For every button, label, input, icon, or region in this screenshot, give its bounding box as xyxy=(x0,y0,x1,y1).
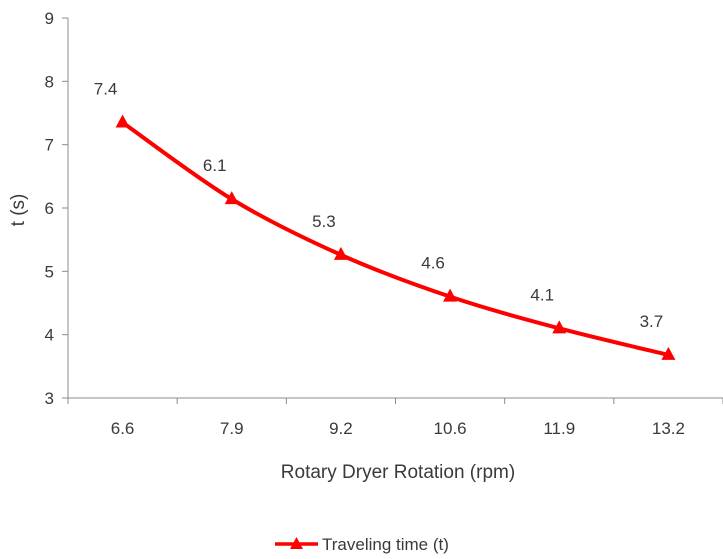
x-axis: 6.6 7.9 9.2 10.6 11.9 13.2 xyxy=(67,398,723,438)
x-tick-label: 11.9 xyxy=(543,419,575,438)
x-tick-label: 7.9 xyxy=(220,419,244,438)
data-point-marker xyxy=(661,346,676,360)
y-tick-label: 3 xyxy=(45,389,54,408)
data-label: 6.1 xyxy=(203,156,227,175)
data-label: 3.7 xyxy=(640,312,664,331)
legend: Traveling time (t) xyxy=(275,535,449,554)
y-tick-label: 4 xyxy=(45,326,54,345)
x-tick-label: 9.2 xyxy=(329,419,353,438)
data-label: 4.6 xyxy=(421,254,445,273)
y-tick-label: 5 xyxy=(45,262,54,281)
y-tick-label: 7 xyxy=(45,136,54,155)
data-point-marker xyxy=(115,114,130,128)
series-line xyxy=(121,120,669,357)
x-tick-label: 13.2 xyxy=(652,419,685,438)
x-tick-label: 10.6 xyxy=(434,419,467,438)
legend-marker-icon xyxy=(290,537,303,549)
data-point-marker xyxy=(333,246,348,260)
data-label: 7.4 xyxy=(94,80,118,99)
data-point-marker xyxy=(224,191,239,205)
data-label: 4.1 xyxy=(530,285,554,304)
x-axis-title: Rotary Dryer Rotation (rpm) xyxy=(281,462,515,483)
data-point-marker xyxy=(552,320,567,334)
y-tick-label: 8 xyxy=(45,72,54,91)
plot-area xyxy=(67,18,723,399)
data-label: 5.3 xyxy=(312,212,336,231)
y-tick-label: 9 xyxy=(45,9,54,28)
y-axis: 3 4 5 6 7 8 9 xyxy=(45,9,68,408)
data-point-marker xyxy=(443,288,458,302)
y-tick-label: 6 xyxy=(45,199,54,218)
data-labels: 7.4 6.1 5.3 4.6 4.1 3.7 xyxy=(94,80,663,331)
series-traveling-time xyxy=(115,114,676,360)
y-axis-title: t (s) xyxy=(8,194,29,227)
x-tick-label: 6.6 xyxy=(111,419,135,438)
legend-label: Traveling time (t) xyxy=(322,535,449,554)
